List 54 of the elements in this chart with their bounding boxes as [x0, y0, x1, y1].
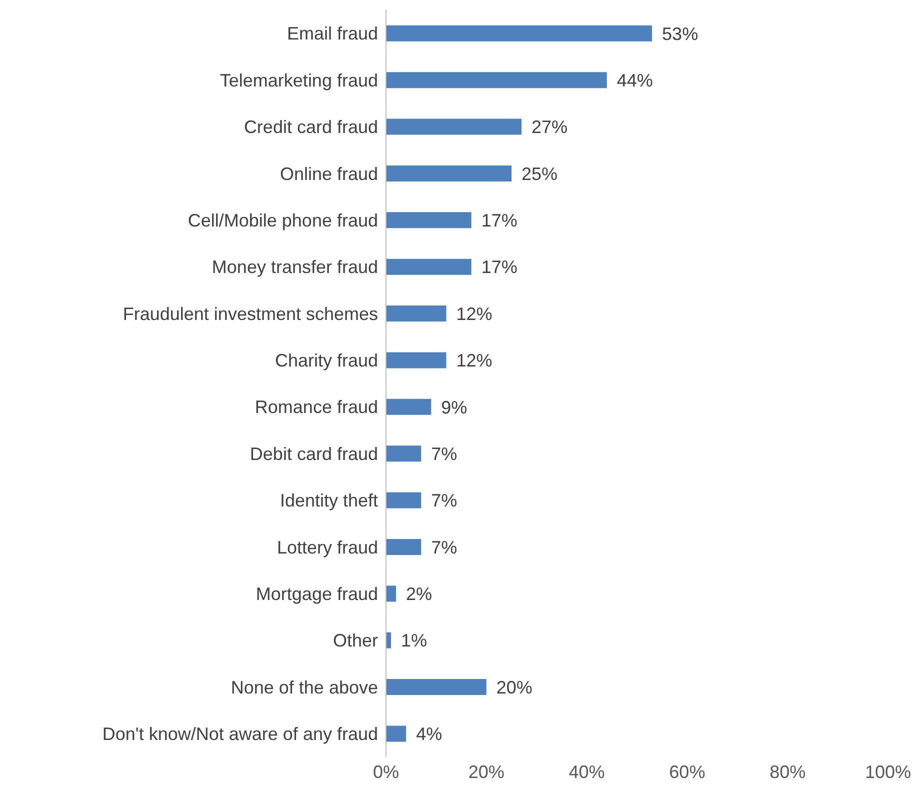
y-tick-label: None of the above	[230, 677, 378, 698]
data-label: 7%	[431, 490, 458, 511]
data-label: 7%	[431, 444, 458, 464]
bar	[386, 398, 432, 415]
x-tick-label: 100%	[864, 762, 912, 782]
y-tick-label: Fraudulent investment schemes	[122, 304, 378, 324]
y-tick-label: Cell/Mobile phone fraud	[188, 210, 378, 230]
y-tick-label: Online fraud	[280, 164, 378, 184]
y-tick-label: Charity fraud	[274, 350, 378, 371]
data-label: 17%	[481, 257, 518, 278]
data-label: 20%	[496, 677, 532, 698]
y-tick-label: Lottery fraud	[276, 537, 378, 558]
data-label: 2%	[406, 584, 432, 604]
data-label: 44%	[616, 70, 653, 90]
x-tick-label: 0%	[372, 762, 400, 782]
bar	[386, 212, 472, 228]
data-label: 25%	[522, 164, 558, 184]
y-tick-label: Romance fraud	[254, 397, 378, 418]
bar	[386, 586, 396, 602]
data-label: 9%	[441, 397, 468, 418]
y-tick-label: Telemarketing fraud	[220, 70, 378, 90]
data-label: 1%	[401, 630, 428, 651]
y-tick-label: Email fraud	[286, 24, 378, 44]
y-tick-label: Identity theft	[280, 490, 378, 511]
bar	[386, 306, 446, 322]
y-tick-label: Money transfer fraud	[212, 257, 378, 278]
y-tick-label: Other	[332, 630, 378, 651]
x-tick-label: 60%	[669, 762, 706, 782]
bar	[386, 446, 422, 462]
bar	[386, 72, 607, 88]
data-label: 53%	[662, 24, 698, 44]
bar	[386, 726, 406, 742]
x-tick-label: 80%	[770, 762, 806, 782]
bar	[386, 165, 512, 182]
bar	[386, 492, 422, 508]
data-label: 17%	[481, 210, 518, 231]
x-tick-label: 40%	[568, 762, 605, 782]
bar	[386, 25, 652, 42]
bar	[386, 352, 446, 368]
bar	[386, 258, 472, 275]
y-tick-label: Don't know/Not aware of any fraud	[102, 724, 378, 744]
y-tick-label: Mortgage fraud	[256, 584, 378, 604]
bar	[386, 632, 392, 648]
data-label: 4%	[416, 724, 442, 744]
data-label: 27%	[532, 117, 568, 138]
x-tick-label: 20%	[468, 762, 504, 782]
data-label: 7%	[431, 537, 458, 558]
bar	[386, 118, 522, 135]
y-tick-label: Debit card fraud	[250, 444, 378, 464]
y-tick-label: Credit card fraud	[244, 117, 378, 138]
data-label: 12%	[456, 304, 492, 324]
bar	[386, 538, 422, 555]
bar	[386, 679, 486, 696]
data-label: 12%	[456, 350, 492, 371]
